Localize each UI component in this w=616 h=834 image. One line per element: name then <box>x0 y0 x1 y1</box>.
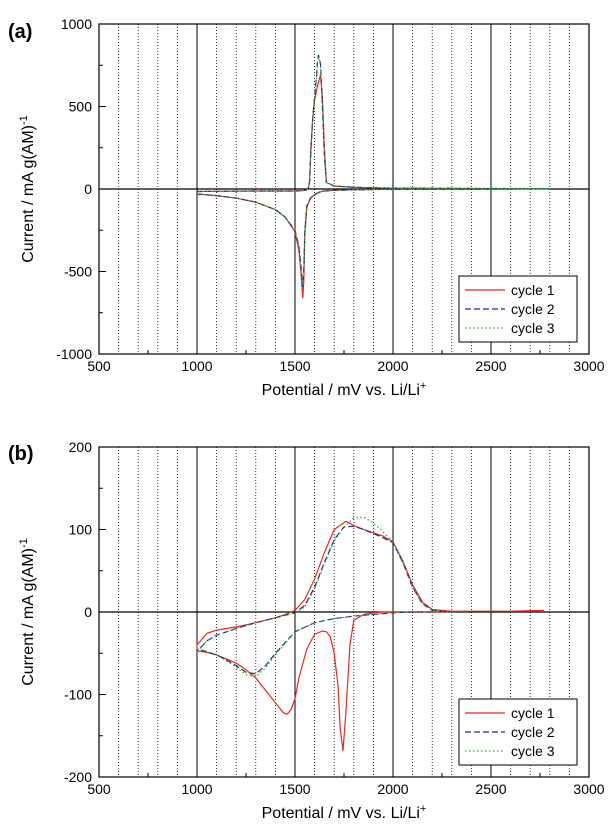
x-axis-title-superscript: + <box>420 803 426 815</box>
x-axis-title-text: Potential / mV vs. Li/Li <box>262 805 420 822</box>
y-tick-label: -100 <box>64 687 92 703</box>
panel-label: (b) <box>8 443 34 465</box>
y-tick-label: -1000 <box>56 346 92 362</box>
y-axis-title-superscript: -1 <box>18 538 30 548</box>
y-tick-label: 100 <box>69 522 93 538</box>
legend-label: cycle 1 <box>511 282 555 298</box>
y-tick-label: -200 <box>64 769 92 785</box>
chart-panel-2: 500 1000 1500 2000 2500 3000 -200 -100 0 100 200 cy… <box>8 439 605 822</box>
y-axis-title: Current / mA g(AM)-1 <box>18 115 37 263</box>
y-axis-title-text: Current / mA g(AM) <box>20 548 37 686</box>
legend-label: cycle 2 <box>511 724 555 740</box>
series-line-cycle-2 <box>196 525 452 675</box>
x-axis-title-text: Potential / mV vs. Li/Li <box>262 382 420 399</box>
x-tick-label: 500 <box>87 781 111 797</box>
series-line-cycle-1 <box>196 520 544 752</box>
x-tick-label: 3000 <box>573 781 604 797</box>
y-axis-title-text: Current / mA g(AM) <box>20 125 37 263</box>
x-tick-label: 2000 <box>377 781 408 797</box>
x-axis-title-superscript: + <box>420 380 426 392</box>
legend-label: cycle 3 <box>511 743 555 759</box>
x-tick-label: 1500 <box>279 781 310 797</box>
y-axis-title-superscript: -1 <box>18 115 30 125</box>
x-tick-label: 1000 <box>181 358 212 374</box>
plot-frame <box>98 446 590 778</box>
x-tick-label: 2500 <box>475 358 506 374</box>
series-line-cycle-3 <box>196 516 452 678</box>
y-tick-label: 200 <box>69 439 93 455</box>
panel-label: (a) <box>8 21 32 43</box>
x-tick-label: 2500 <box>475 781 506 797</box>
legend-label: cycle 1 <box>511 705 555 721</box>
series-line-cycle-3 <box>196 56 551 286</box>
x-tick-label: 3000 <box>573 358 604 374</box>
y-tick-label: 0 <box>84 604 92 620</box>
plot-frame <box>98 23 590 355</box>
series-line-cycle-2 <box>196 54 551 287</box>
x-tick-label: 2000 <box>377 358 408 374</box>
y-tick-label: 0 <box>84 181 92 197</box>
x-tick-label: 1500 <box>279 358 310 374</box>
y-tick-label: -500 <box>64 264 92 280</box>
y-tick-label: 1000 <box>61 16 92 32</box>
chart-panel-1: 500 1000 1500 2000 2500 3000 -1000 -500 0 500 1000… <box>8 16 605 399</box>
y-axis-title: Current / mA g(AM)-1 <box>18 538 37 686</box>
y-tick-label: 500 <box>69 99 93 115</box>
x-axis-title: Potential / mV vs. Li/Li+ <box>262 380 427 399</box>
legend-label: cycle 2 <box>511 301 555 317</box>
x-tick-label: 1000 <box>181 781 212 797</box>
x-tick-label: 500 <box>87 358 111 374</box>
legend-label: cycle 3 <box>511 320 555 336</box>
x-axis-title: Potential / mV vs. Li/Li+ <box>262 803 427 822</box>
